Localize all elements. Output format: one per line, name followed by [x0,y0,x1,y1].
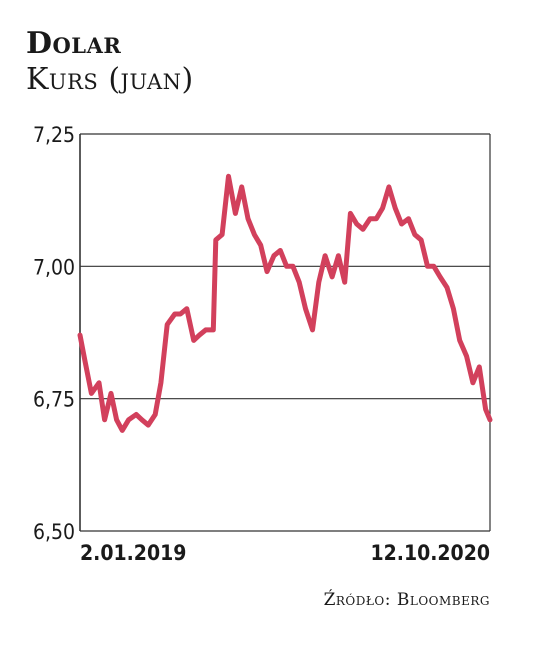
x-tick-label-end: 12.10.2020 [370,541,490,565]
chart-subtitle: Kurs (juan) [26,62,194,97]
y-tick-label: 7,00 [33,255,75,279]
y-tick-label: 6,50 [33,520,75,544]
y-tick-label: 6,75 [33,388,75,412]
source-note: Źródło: Bloomberg [323,590,490,610]
chart-title: Dolar [26,26,122,61]
y-tick-label: 7,25 [33,123,75,147]
series-line [77,173,493,433]
x-tick-label-start: 2.01.2019 [80,541,186,565]
